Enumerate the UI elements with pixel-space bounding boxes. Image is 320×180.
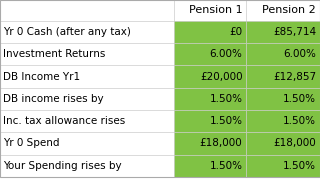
Bar: [174, 0, 246, 21]
Text: 1.50%: 1.50%: [283, 94, 316, 104]
Text: Your Spending rises by: Your Spending rises by: [3, 161, 121, 171]
Text: £12,857: £12,857: [273, 71, 316, 82]
Text: Pension 2: Pension 2: [262, 5, 316, 15]
Text: Yr 0 Cash (after any tax): Yr 0 Cash (after any tax): [3, 27, 131, 37]
Bar: [0, 110, 174, 132]
Text: £85,714: £85,714: [273, 27, 316, 37]
Bar: [246, 43, 320, 65]
Text: 1.50%: 1.50%: [283, 161, 316, 171]
Text: Yr 0 Spend: Yr 0 Spend: [3, 138, 59, 148]
Text: Inc. tax allowance rises: Inc. tax allowance rises: [3, 116, 125, 126]
Text: 6.00%: 6.00%: [210, 49, 243, 59]
Bar: [246, 155, 320, 177]
Text: Pension 1: Pension 1: [189, 5, 243, 15]
Bar: [246, 21, 320, 43]
Bar: [174, 110, 246, 132]
Bar: [246, 65, 320, 88]
Text: £18,000: £18,000: [273, 138, 316, 148]
Bar: [174, 155, 246, 177]
Bar: [174, 21, 246, 43]
Text: DB income rises by: DB income rises by: [3, 94, 103, 104]
Text: £20,000: £20,000: [200, 71, 243, 82]
Bar: [246, 132, 320, 155]
Text: 1.50%: 1.50%: [210, 94, 243, 104]
Text: DB Income Yr1: DB Income Yr1: [3, 71, 80, 82]
Text: 1.50%: 1.50%: [283, 116, 316, 126]
Bar: [0, 65, 174, 88]
Text: 1.50%: 1.50%: [210, 116, 243, 126]
Text: 6.00%: 6.00%: [283, 49, 316, 59]
Bar: [0, 132, 174, 155]
Bar: [174, 88, 246, 110]
Bar: [246, 0, 320, 21]
Text: £18,000: £18,000: [200, 138, 243, 148]
Bar: [246, 88, 320, 110]
Bar: [174, 65, 246, 88]
Bar: [0, 21, 174, 43]
Bar: [0, 155, 174, 177]
Text: 1.50%: 1.50%: [210, 161, 243, 171]
Bar: [0, 43, 174, 65]
Text: Investment Returns: Investment Returns: [3, 49, 105, 59]
Bar: [246, 110, 320, 132]
Bar: [174, 132, 246, 155]
Text: £0: £0: [229, 27, 243, 37]
Bar: [174, 43, 246, 65]
Bar: [0, 0, 174, 21]
Bar: [0, 88, 174, 110]
